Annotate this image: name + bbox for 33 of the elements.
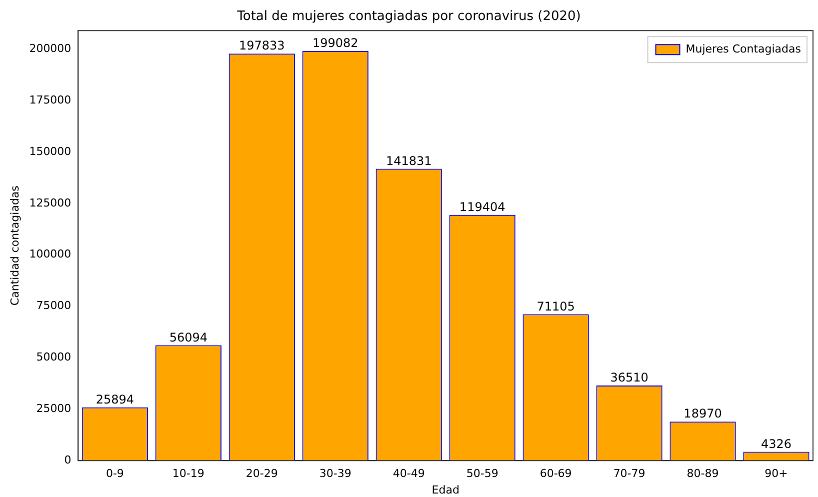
data-label: 141831 [386,154,432,168]
y-tick-label: 175000 [29,93,72,106]
data-label: 56094 [169,330,208,344]
y-tick-label: 0 [64,453,72,466]
y-tick-label: 125000 [29,196,72,210]
data-label: 119404 [459,200,506,214]
data-label: 71105 [536,299,575,314]
x-tick-label: 90+ [764,467,788,480]
data-label: 197833 [238,38,285,53]
x-tick-label: 80-89 [686,467,719,480]
y-tick-label: 75000 [36,299,72,312]
x-tick-label: 10-19 [172,467,204,480]
legend-label: Mujeres Contagiadas [686,42,802,56]
data-label: 4326 [760,436,792,451]
y-tick-label: 25000 [36,402,72,416]
data-label: 18970 [684,406,722,421]
chart-title: Total de mujeres contagiadas por coronavirus (2020) [236,9,581,24]
y-tick-label: 150000 [29,144,72,158]
x-tick-label: 50-59 [466,467,498,480]
x-axis-title: Edad [432,483,460,496]
data-label: 25894 [96,392,134,406]
data-label: 199082 [312,36,358,50]
y-tick-label: 50000 [36,350,72,364]
x-tick-label: 40-49 [392,467,425,480]
y-axis-title: Cantidad contagiadas [8,185,22,306]
x-tick-label: 20-29 [246,467,278,480]
y-tick-label: 100000 [29,248,72,261]
x-tick-label: 30-39 [319,467,352,480]
x-tick-label: 70-79 [613,467,646,480]
x-tick-label: 60-69 [540,467,572,480]
data-label: 36510 [610,370,648,385]
y-tick-label: 200000 [29,42,72,55]
x-tick-label: 0-9 [106,467,124,480]
